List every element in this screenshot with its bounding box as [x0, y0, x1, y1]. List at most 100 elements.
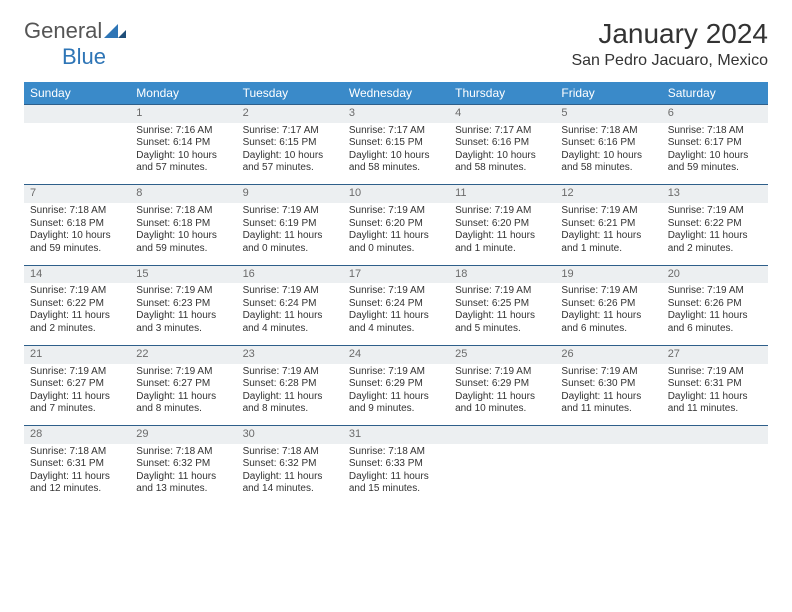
day-cell-line: and 57 minutes. — [136, 162, 230, 175]
day-cell-line: Daylight: 11 hours — [243, 310, 337, 323]
day-cell-line: Daylight: 11 hours — [243, 471, 337, 484]
day-cell-line: and 14 minutes. — [243, 483, 337, 496]
day-cell — [449, 444, 555, 506]
day-cell-line: and 8 minutes. — [136, 403, 230, 416]
day-cell: Sunrise: 7:18 AMSunset: 6:18 PMDaylight:… — [24, 203, 130, 265]
day-cell: Sunrise: 7:19 AMSunset: 6:20 PMDaylight:… — [449, 203, 555, 265]
day-cell: Sunrise: 7:19 AMSunset: 6:30 PMDaylight:… — [555, 364, 661, 426]
day-cell-line: and 58 minutes. — [561, 162, 655, 175]
day-cell-line: and 13 minutes. — [136, 483, 230, 496]
day-cell-line: Sunset: 6:29 PM — [349, 378, 443, 391]
day-cell-line: and 11 minutes. — [668, 403, 762, 416]
logo-word1: General — [24, 18, 102, 43]
day-number: 26 — [555, 345, 661, 363]
day-cell-line: Daylight: 11 hours — [349, 391, 443, 404]
day-number: 20 — [662, 265, 768, 283]
day-cell-line: Daylight: 10 hours — [668, 150, 762, 163]
day-cell-line: and 5 minutes. — [455, 323, 549, 336]
day-header: Tuesday — [237, 82, 343, 105]
day-cell: Sunrise: 7:18 AMSunset: 6:18 PMDaylight:… — [130, 203, 236, 265]
day-cell-line: and 0 minutes. — [243, 243, 337, 256]
day-number: 8 — [130, 185, 236, 203]
day-cell-line: Daylight: 11 hours — [30, 471, 124, 484]
day-content-row: Sunrise: 7:19 AMSunset: 6:22 PMDaylight:… — [24, 283, 768, 345]
day-number-row: 28293031 — [24, 426, 768, 444]
day-number: 25 — [449, 345, 555, 363]
day-cell-line: Daylight: 11 hours — [455, 391, 549, 404]
day-cell: Sunrise: 7:19 AMSunset: 6:25 PMDaylight:… — [449, 283, 555, 345]
day-cell-line: Sunset: 6:20 PM — [455, 218, 549, 231]
day-cell-line: Sunset: 6:31 PM — [668, 378, 762, 391]
day-header: Monday — [130, 82, 236, 105]
day-cell: Sunrise: 7:19 AMSunset: 6:27 PMDaylight:… — [24, 364, 130, 426]
day-cell-line: Sunrise: 7:19 AM — [136, 366, 230, 379]
day-number: 13 — [662, 185, 768, 203]
day-cell-line: Sunset: 6:26 PM — [561, 298, 655, 311]
day-cell-line: Sunrise: 7:19 AM — [668, 205, 762, 218]
day-cell-line: Sunrise: 7:18 AM — [349, 446, 443, 459]
title-block: January 2024 San Pedro Jacuaro, Mexico — [571, 18, 768, 70]
day-header: Saturday — [662, 82, 768, 105]
day-cell-line: Daylight: 11 hours — [561, 391, 655, 404]
day-number: 28 — [24, 426, 130, 444]
day-cell-line: Sunrise: 7:19 AM — [136, 285, 230, 298]
day-number: 27 — [662, 345, 768, 363]
day-cell-line: and 2 minutes. — [30, 323, 124, 336]
day-cell-line: Daylight: 11 hours — [668, 310, 762, 323]
day-cell: Sunrise: 7:19 AMSunset: 6:24 PMDaylight:… — [343, 283, 449, 345]
day-cell-line: and 58 minutes. — [349, 162, 443, 175]
day-content-row: Sunrise: 7:16 AMSunset: 6:14 PMDaylight:… — [24, 123, 768, 185]
day-number: 15 — [130, 265, 236, 283]
day-cell: Sunrise: 7:19 AMSunset: 6:29 PMDaylight:… — [343, 364, 449, 426]
day-cell-line: Sunrise: 7:19 AM — [561, 285, 655, 298]
day-cell-line: Daylight: 11 hours — [455, 230, 549, 243]
day-cell-line: and 8 minutes. — [243, 403, 337, 416]
day-cell: Sunrise: 7:19 AMSunset: 6:26 PMDaylight:… — [662, 283, 768, 345]
day-number: 5 — [555, 105, 661, 123]
day-number: 9 — [237, 185, 343, 203]
day-cell: Sunrise: 7:19 AMSunset: 6:22 PMDaylight:… — [662, 203, 768, 265]
day-cell: Sunrise: 7:19 AMSunset: 6:29 PMDaylight:… — [449, 364, 555, 426]
logo-word2: Blue — [62, 44, 106, 69]
day-cell-line: and 6 minutes. — [668, 323, 762, 336]
day-cell-line: Sunset: 6:17 PM — [668, 137, 762, 150]
day-cell-line: Sunset: 6:20 PM — [349, 218, 443, 231]
day-number: 18 — [449, 265, 555, 283]
day-cell-line: Daylight: 11 hours — [349, 310, 443, 323]
day-cell-line: and 1 minute. — [561, 243, 655, 256]
month-title: January 2024 — [571, 18, 768, 50]
day-cell-line: Sunrise: 7:19 AM — [455, 285, 549, 298]
day-cell-line: and 6 minutes. — [561, 323, 655, 336]
day-cell: Sunrise: 7:19 AMSunset: 6:28 PMDaylight:… — [237, 364, 343, 426]
day-cell-line: Daylight: 11 hours — [136, 310, 230, 323]
day-cell-line: Sunset: 6:23 PM — [136, 298, 230, 311]
day-number: 4 — [449, 105, 555, 123]
day-cell: Sunrise: 7:19 AMSunset: 6:24 PMDaylight:… — [237, 283, 343, 345]
day-cell-line: and 7 minutes. — [30, 403, 124, 416]
day-number: 30 — [237, 426, 343, 444]
day-cell-line: Sunrise: 7:17 AM — [243, 125, 337, 138]
day-cell-line: Daylight: 11 hours — [561, 310, 655, 323]
location: San Pedro Jacuaro, Mexico — [571, 52, 768, 70]
day-number: 22 — [130, 345, 236, 363]
day-cell-line: Sunset: 6:29 PM — [455, 378, 549, 391]
header: General Blue January 2024 San Pedro Jacu… — [24, 18, 768, 70]
day-number: 16 — [237, 265, 343, 283]
day-cell-line: Sunset: 6:27 PM — [136, 378, 230, 391]
day-cell: Sunrise: 7:17 AMSunset: 6:15 PMDaylight:… — [343, 123, 449, 185]
day-number: 2 — [237, 105, 343, 123]
day-cell-line: Daylight: 11 hours — [30, 391, 124, 404]
day-cell: Sunrise: 7:16 AMSunset: 6:14 PMDaylight:… — [130, 123, 236, 185]
day-cell-line: and 59 minutes. — [30, 243, 124, 256]
day-cell-line: Sunset: 6:30 PM — [561, 378, 655, 391]
day-cell: Sunrise: 7:19 AMSunset: 6:19 PMDaylight:… — [237, 203, 343, 265]
day-cell-line: and 9 minutes. — [349, 403, 443, 416]
day-cell-line: and 0 minutes. — [349, 243, 443, 256]
day-cell-line: Sunset: 6:32 PM — [243, 458, 337, 471]
day-number — [24, 105, 130, 123]
day-cell — [555, 444, 661, 506]
day-number: 17 — [343, 265, 449, 283]
day-number: 19 — [555, 265, 661, 283]
day-cell-line: Sunset: 6:31 PM — [30, 458, 124, 471]
day-number: 31 — [343, 426, 449, 444]
